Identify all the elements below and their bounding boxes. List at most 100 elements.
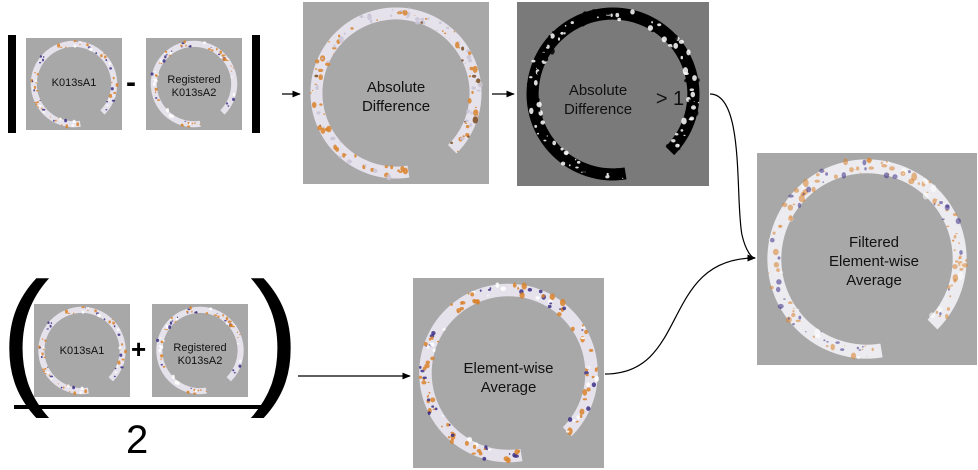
ring-speckle [86,43,89,47]
ring-speckle [232,67,235,69]
ring-speckle [584,329,589,335]
ring-speckle [441,414,444,417]
ring-speckle [225,102,229,105]
ring-speckle [58,117,62,121]
ring-speckle [165,325,169,329]
ring-speckle [232,369,235,372]
ring-speckle [867,157,872,164]
ring-speckle [44,339,47,342]
ring-speckle [536,97,540,103]
ring-speckle [115,82,119,88]
ring-speckle [461,46,465,51]
ring-speckle [108,98,111,101]
fraction-bar [14,405,266,409]
ring-speckle [467,135,470,138]
ring-speckle [418,375,423,379]
close-parenthesis: ) [250,251,300,419]
ring-speckle [657,23,662,27]
ring-speckle [114,371,117,374]
ring-speckle [192,392,197,395]
filtered-average-image: Filtered Element-wise Average [757,153,977,365]
ring-speckle [329,137,333,141]
ring-speckle [215,47,218,51]
ring-speckle [434,407,438,411]
ring-speckle [152,82,156,87]
ring-speckle [802,192,805,196]
ring-speckle [73,40,77,43]
ring-speckle [768,272,770,274]
ring-speckle [566,430,570,433]
ring-speckle [421,380,427,385]
ring-speckle [35,79,37,82]
ring-speckle [544,54,547,57]
ring-speckle [59,46,63,48]
ring-speckle [367,13,372,21]
ring-speckle [166,107,170,113]
ring-speckle [622,177,624,179]
ring-speckle [674,132,679,136]
ring-speckle [386,174,392,181]
ring-speckle [72,385,76,390]
ring-speckle [442,30,444,33]
ring-speckle [455,41,460,49]
ring-speckle [586,406,591,411]
ring-speckle [530,101,533,104]
ring-speckle [157,99,160,102]
ring-speckle [34,101,38,104]
ring-speckle [81,306,85,309]
ring-speckle [108,320,111,324]
ring-speckle [474,81,477,82]
ring-speckle [154,87,158,91]
ring-speckle [160,354,164,358]
ring-speckle [826,340,829,343]
ring-speckle [482,456,487,461]
image-registered-k013sa2-bottom-label-line1: Registered [173,342,227,354]
ring-speckle [315,84,319,87]
ring-speckle [208,48,212,51]
ring-speckle [338,155,342,159]
ring-speckle [76,41,78,43]
ring-speckle [171,50,173,52]
ring-speckle [48,374,51,377]
ring-speckle [563,160,566,163]
ring-speckle [769,237,775,243]
ring-speckle [819,168,825,173]
ring-speckle [782,202,788,208]
ring-speckle [174,380,178,385]
ring-speckle [160,62,163,65]
ring-speckle [802,178,809,188]
ring-speckle [160,357,162,360]
ring-speckle [62,386,65,389]
ring-speckle [41,338,44,340]
ring-speckle [430,356,435,361]
ring-speckle [479,289,482,292]
ring-speckle [41,58,45,62]
ring-image-k013sa1-top [30,40,119,129]
ring-speckle [164,55,167,59]
ring-speckle [217,315,220,318]
ring-speckle [517,449,521,453]
ring-speckle [780,271,784,274]
image-registered-k013sa2-bottom-label-line2: K013sA2 [177,355,223,367]
ring-speckle [799,319,801,322]
ring-speckle [430,342,435,347]
ring-speckle [952,264,958,270]
ring-speckle [517,287,520,290]
ring-speckle [798,194,805,203]
ring-speckle [76,122,80,127]
ring-speckle [959,267,964,271]
ring-speckle [469,66,474,71]
ring-speckle [315,59,320,64]
ring-speckle [193,122,196,124]
ring-speckle [543,139,547,142]
ring-speckle [917,182,920,185]
ring-speckle [398,171,403,174]
ring-speckle [911,172,918,181]
ring-speckle [108,62,112,65]
ring-speckle [564,24,567,27]
ring-speckle [183,40,186,44]
ring-speckle [425,345,427,347]
ring-speckle [158,62,161,64]
ring-speckle [230,76,233,79]
